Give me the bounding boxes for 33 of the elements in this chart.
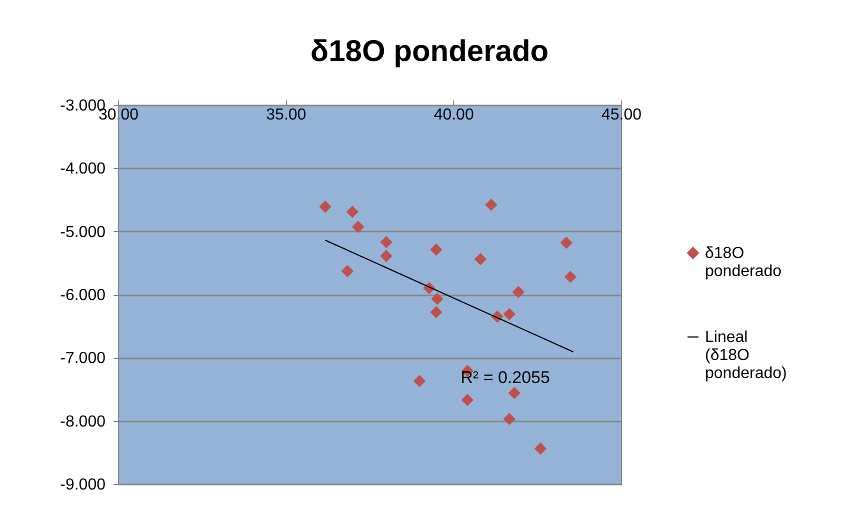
y-tick-label: -7.000 — [60, 350, 106, 368]
point — [512, 286, 525, 298]
y-tick-label: -5.000 — [60, 224, 106, 241]
point — [380, 250, 392, 262]
point — [503, 412, 516, 426]
point — [508, 386, 520, 400]
point — [319, 200, 332, 213]
point — [430, 244, 442, 256]
point — [461, 394, 474, 406]
y-tick-label: -9.000 — [60, 476, 106, 494]
annotation: R² = 0.2055 — [460, 368, 550, 387]
x-tick-label: 35.00 — [266, 106, 306, 124]
point — [560, 236, 572, 249]
point — [534, 442, 547, 455]
point — [431, 292, 444, 306]
point — [564, 270, 576, 283]
point — [341, 265, 354, 278]
x-tick-label: 45.00 — [601, 106, 642, 124]
point — [380, 236, 392, 248]
x-tick-label: 40.00 — [434, 106, 474, 124]
point — [485, 198, 498, 211]
point — [413, 374, 426, 388]
chart-title: δ18O ponderado — [310, 35, 549, 68]
point — [346, 206, 359, 218]
point — [474, 253, 487, 266]
legend-label: δ18O ponderado — [705, 245, 782, 280]
point — [430, 306, 442, 318]
point — [352, 220, 364, 234]
y-tick-label: -8.000 — [60, 413, 106, 430]
y-tick-label: -4.000 — [60, 160, 106, 178]
legend-label: Lineal (δ18O ponderado) — [705, 329, 787, 382]
point — [503, 308, 516, 320]
y-tick-label: -6.000 — [60, 287, 106, 304]
